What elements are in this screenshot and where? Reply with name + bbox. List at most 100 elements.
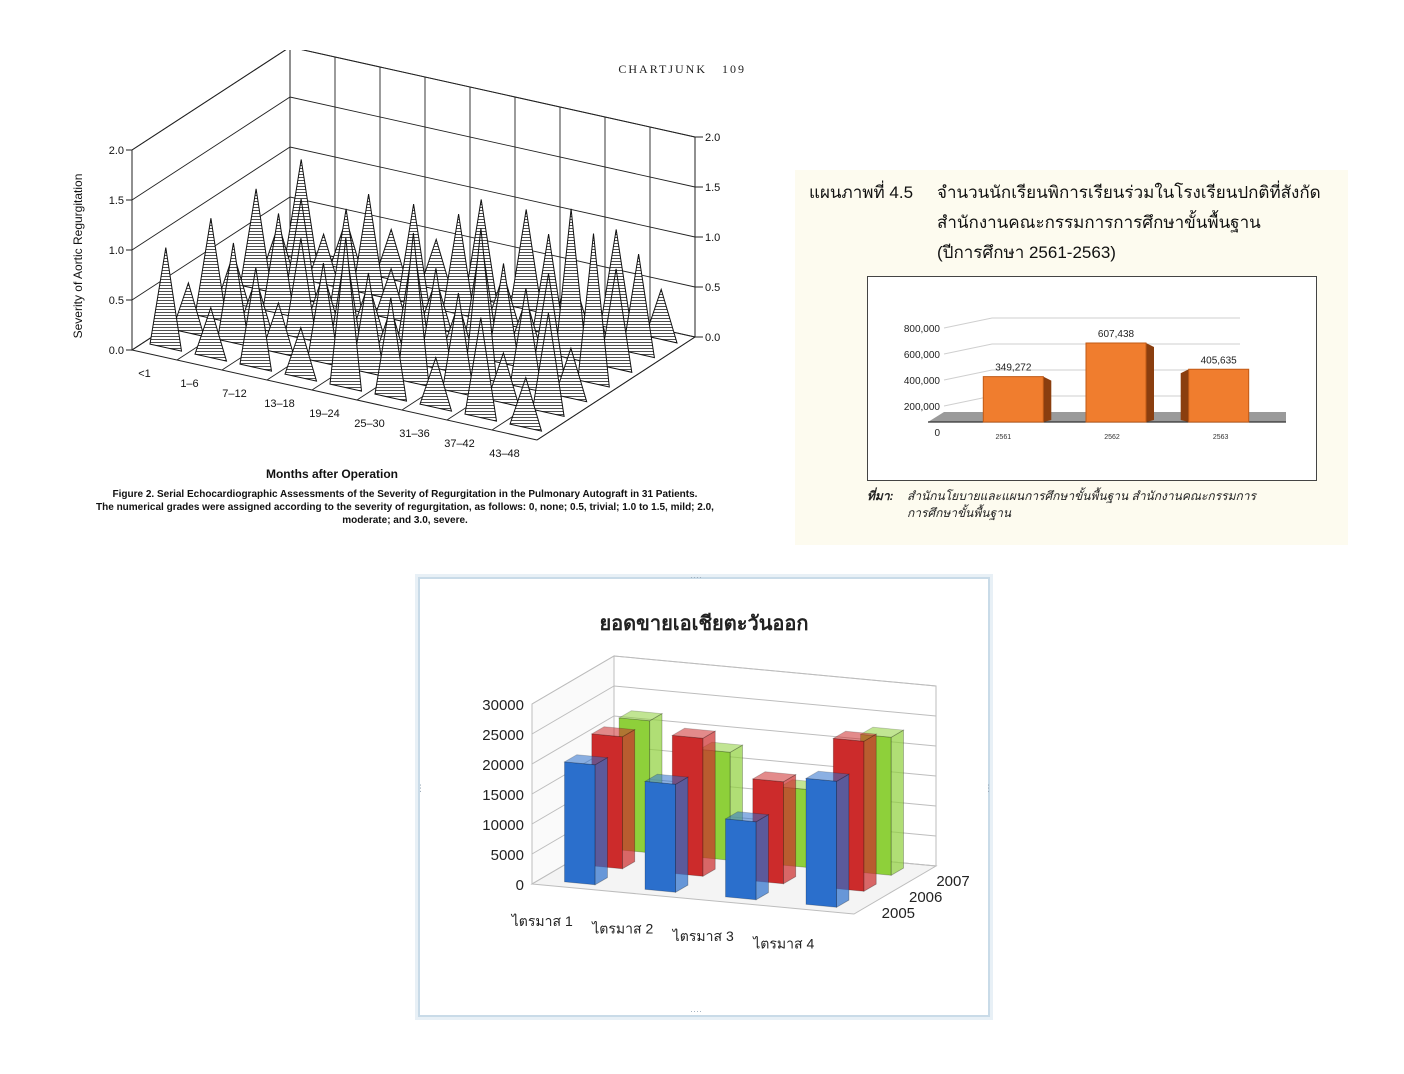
y-tick-label: 0 [516, 877, 524, 894]
y-tick-label: 0 [934, 428, 940, 439]
x-category-label: 13–18 [264, 398, 295, 410]
severity-spike [577, 233, 610, 388]
severity-spike [486, 351, 520, 408]
column-side [702, 730, 716, 877]
student-count-figure: แผนภาพที่ 4.5 จำนวนนักเรียนพิการเรียนร่วม… [795, 170, 1348, 545]
x-category-label: ไตรมาส 2 [591, 920, 653, 936]
title-line-2: สำนักงานคณะกรรมการการศึกษาขั้นพื้นฐาน [937, 213, 1261, 232]
x-category-label: <1 [138, 368, 151, 380]
y-tick-label: 400,000 [904, 376, 941, 387]
severity-spike [397, 232, 430, 388]
y-tick-label-right: 2.0 [705, 132, 720, 144]
column-side [863, 733, 877, 892]
series-depth-label: 2006 [909, 889, 942, 906]
severity-spike [284, 325, 318, 382]
x-category-label: 31–36 [399, 428, 430, 440]
y-tick-label-right: 1.5 [705, 182, 720, 194]
x-category-label: ไตรมาส 3 [672, 928, 734, 944]
resize-handle-top[interactable]: ···· [690, 572, 702, 582]
running-head: CHARTJUNK 109 [616, 62, 746, 77]
x-category-label: ไตรมาส 4 [752, 935, 814, 951]
x-axis-title: Months after Operation [266, 467, 398, 481]
y-gridline [531, 715, 937, 765]
column-top [643, 773, 690, 785]
source-line-2: การศึกษาขั้นพื้นฐาน [907, 506, 1012, 520]
severity-spike [149, 247, 183, 352]
y-gridline [131, 50, 696, 151]
column-top [751, 771, 797, 783]
column-2005 [724, 811, 770, 901]
column-side [594, 756, 608, 886]
series-depth-label: 2007 [936, 873, 969, 890]
y-gridline [943, 369, 1240, 381]
column-front [644, 780, 677, 893]
y-tick-label: 5000 [491, 847, 524, 864]
title-line-3: (ปีการศึกษา 2561-2563) [937, 243, 1116, 262]
column-front [725, 818, 757, 901]
severity-spike [644, 287, 678, 344]
resize-handle-right[interactable]: ⋮ [984, 783, 993, 793]
figure-number: แผนภาพที่ 4.5 [809, 183, 914, 202]
y-tick-label-left: 0.5 [109, 295, 124, 307]
column-front [805, 777, 838, 908]
column-top [832, 730, 878, 742]
y-tick-label: 30000 [482, 697, 524, 714]
y-tick-label-right: 1.0 [705, 232, 720, 244]
severity-spike [261, 301, 295, 358]
bar-value-label: 607,438 [1098, 329, 1135, 340]
bar [1188, 368, 1250, 423]
source-line-1: สำนักนโยบายและแผนการศึกษาขั้นพื้นฐาน สำน… [907, 489, 1256, 503]
column-side [890, 729, 904, 876]
y-tick-label: 600,000 [904, 350, 941, 361]
resize-handle-left[interactable]: ⋮ [416, 783, 425, 793]
column-top [724, 811, 770, 823]
y-tick-label-left: 1.0 [109, 245, 124, 257]
y-tick-label: 800,000 [904, 324, 941, 335]
y-tick-label: 10000 [482, 817, 524, 834]
x-category-label: 37–42 [444, 438, 475, 450]
bar-chart: 0 200,000 400,000 600,000 800,000 349,272 2561… [904, 317, 1286, 441]
x-category-label: 7–12 [222, 388, 246, 400]
y-tick-label-left: 0.0 [109, 345, 124, 357]
y-gridline [531, 655, 937, 705]
y-tick-label-right: 0.0 [705, 332, 720, 344]
column-top [563, 754, 609, 766]
severity-spike [374, 297, 408, 402]
chartjunk-figure: CHARTJUNK 109 0.0 0.0 0.5 0.5 1.0 1.0 1.5 1.5 2.… [60, 50, 750, 540]
y-tick-label: 200,000 [904, 402, 941, 413]
chart-title[interactable]: ยอดขายเอเชียตะวันออก [599, 613, 809, 635]
figure-title: แผนภาพที่ 4.5 จำนวนนักเรียนพิการเรียนร่วม… [809, 178, 1321, 268]
x-category-label: 2563 [1213, 434, 1229, 441]
severity-spike [307, 262, 340, 368]
bar [982, 376, 1044, 423]
severity-spike [419, 355, 453, 412]
resize-handle-bottom[interactable]: ···· [690, 1006, 702, 1016]
severity-spike [171, 281, 205, 338]
column-top [617, 710, 664, 722]
x-category-label: 43–48 [489, 448, 520, 460]
severity-spike [464, 317, 498, 422]
sales-3d-chart[interactable]: 0 5000 10000 15000 20000 25000 30000 2005200620… [420, 579, 988, 1015]
floor-front-edge [131, 349, 538, 441]
x-category-label: 2561 [996, 434, 1012, 441]
bar-side [1180, 369, 1189, 422]
column-front [564, 761, 596, 886]
bar-value-label: 349,272 [995, 363, 1032, 374]
x-category-label: 2562 [1104, 434, 1120, 441]
severity-spike [599, 268, 633, 373]
column-2005 [643, 773, 690, 893]
bar-side [1043, 376, 1052, 422]
sales-chart-frame[interactable]: ···· ···· ⋮ ⋮ ยอดขายเอเชียตะวันออก 0 5000… [416, 573, 993, 1017]
bar-side [1146, 343, 1154, 422]
column-side [836, 773, 850, 908]
running-head-text: CHARTJUNK [618, 62, 707, 76]
source-label: ที่มา: [867, 489, 894, 503]
severity-spike [532, 312, 565, 418]
severity-spike [194, 305, 228, 362]
y-tick-label: 25000 [482, 727, 524, 744]
x-category-label: 25–30 [354, 418, 385, 430]
severity-spike [217, 242, 250, 348]
column-top [671, 727, 717, 739]
y-tick-label-left: 1.5 [109, 195, 124, 207]
severity-spike [352, 272, 385, 378]
